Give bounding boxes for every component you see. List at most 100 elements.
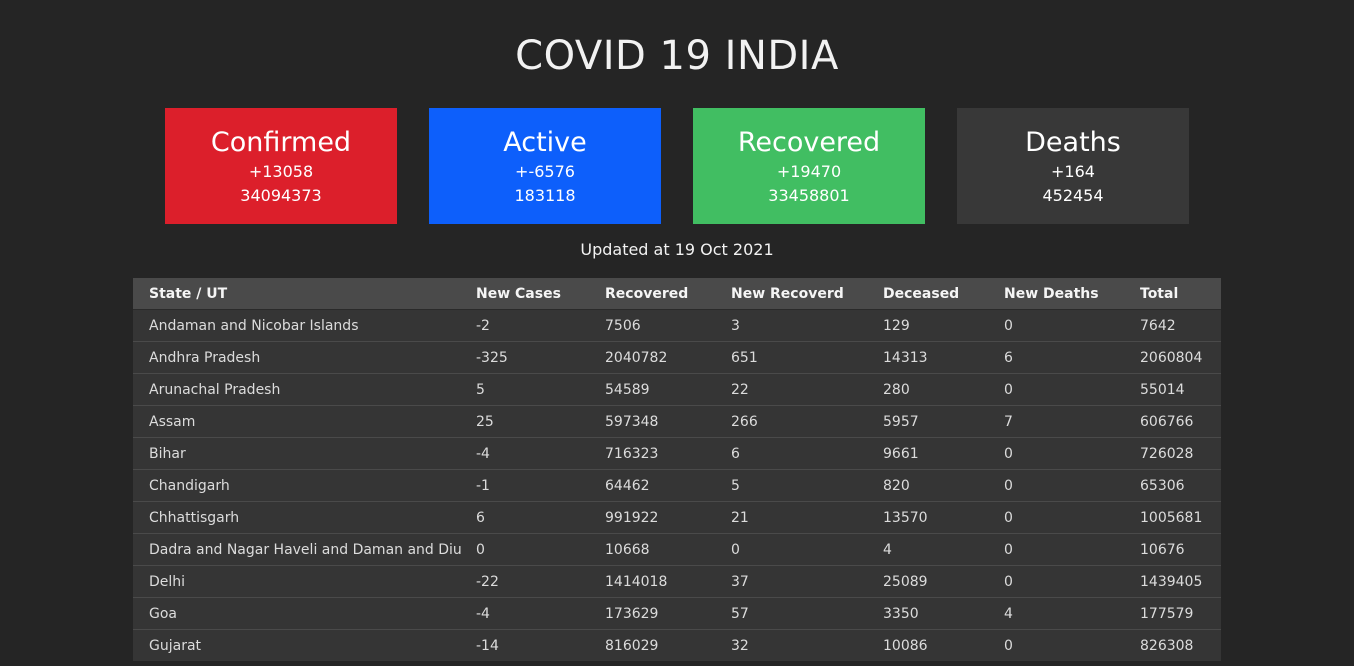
updated-timestamp: Updated at 19 Oct 2021 [580,240,774,259]
cell-state-name: Assam [133,405,476,438]
cell-recovered: 64462 [605,469,731,502]
column-header-deceased[interactable]: Deceased [883,278,1004,310]
cell-recovered: 991922 [605,501,731,534]
table-row: Delhi -22 1414018 37 25089 0 1439405 [133,565,1221,598]
confirmed-delta: +13058 [248,162,314,181]
cell-new-deaths: 0 [1004,533,1140,566]
recovered-total: 33458801 [768,186,850,205]
cell-state-name: Gujarat [133,629,476,661]
cell-new-recovered: 266 [731,405,883,438]
cell-new-recovered: 22 [731,373,883,406]
table-row: Andaman and Nicobar Islands -2 7506 3 129 0 76… [133,309,1221,342]
cell-new-deaths: 0 [1004,373,1140,406]
confirmed-total: 34094373 [240,186,322,205]
cell-total: 7642 [1140,309,1221,342]
active-title: Active [503,127,587,158]
table-row: Gujarat -14 816029 32 10086 0 826308 [133,629,1221,661]
cell-new-cases: -1 [476,469,605,502]
table-row: Andhra Pradesh -325 2040782 651 14313 6 206080… [133,341,1221,374]
cell-deceased: 14313 [883,341,1004,374]
cell-total: 177579 [1140,597,1221,630]
column-header-new-cases[interactable]: New Cases [476,278,605,310]
cell-deceased: 10086 [883,629,1004,661]
cell-new-recovered: 0 [731,533,883,566]
cell-new-deaths: 7 [1004,405,1140,438]
column-header-total[interactable]: Total [1140,278,1221,310]
cell-recovered: 2040782 [605,341,731,374]
column-header-new-recovered[interactable]: New Recoverd [731,278,883,310]
cell-state-name: Andaman and Nicobar Islands [133,309,476,342]
cell-deceased: 5957 [883,405,1004,438]
cell-new-deaths: 0 [1004,565,1140,598]
cell-total: 55014 [1140,373,1221,406]
cell-new-recovered: 21 [731,501,883,534]
cell-deceased: 280 [883,373,1004,406]
states-table: State / UT New Cases Recovered New Recov… [133,278,1221,661]
table-header-row: State / UT New Cases Recovered New Recov… [133,278,1221,310]
cell-new-deaths: 6 [1004,341,1140,374]
cell-total: 726028 [1140,437,1221,470]
cell-new-recovered: 57 [731,597,883,630]
cell-new-deaths: 0 [1004,469,1140,502]
cell-new-recovered: 32 [731,629,883,661]
deaths-total: 452454 [1042,186,1104,205]
cell-recovered: 173629 [605,597,731,630]
active-total: 183118 [514,186,576,205]
cell-recovered: 597348 [605,405,731,438]
deaths-delta: +164 [1051,162,1095,181]
cell-state-name: Dadra and Nagar Haveli and Daman and Diu [133,533,476,566]
deaths-title: Deaths [1025,127,1121,158]
cell-new-cases: -4 [476,597,605,630]
cell-recovered: 10668 [605,533,731,566]
cell-new-deaths: 4 [1004,597,1140,630]
active-card: Active +-6576 183118 [429,108,661,224]
cell-new-deaths: 0 [1004,629,1140,661]
cell-state-name: Chandigarh [133,469,476,502]
cell-recovered: 7506 [605,309,731,342]
cell-total: 10676 [1140,533,1221,566]
cell-new-deaths: 0 [1004,309,1140,342]
confirmed-title: Confirmed [210,127,352,158]
cell-state-name: Chhattisgarh [133,501,476,534]
cell-new-cases: -22 [476,565,605,598]
cell-total: 2060804 [1140,341,1221,374]
column-header-recovered[interactable]: Recovered [605,278,731,310]
table-row: Assam 25 597348 266 5957 7 606766 [133,405,1221,438]
table-row: Dadra and Nagar Haveli and Daman and Diu… [133,533,1221,566]
cell-new-cases: 25 [476,405,605,438]
table-row: Bihar -4 716323 6 9661 0 726028 [133,437,1221,470]
cell-new-cases: -2 [476,309,605,342]
table-row: Chandigarh -1 64462 5 820 0 65306 [133,469,1221,502]
recovered-card: Recovered +19470 33458801 [693,108,925,224]
cell-deceased: 820 [883,469,1004,502]
recovered-delta: +19470 [776,162,842,181]
table-row: Goa -4 173629 57 3350 4 177579 [133,597,1221,630]
cell-new-cases: 5 [476,373,605,406]
cell-deceased: 4 [883,533,1004,566]
table-row: Chhattisgarh 6 991922 21 13570 0 1005681 [133,501,1221,534]
cell-state-name: Arunachal Pradesh [133,373,476,406]
cell-state-name: Bihar [133,437,476,470]
cell-new-deaths: 0 [1004,437,1140,470]
cell-total: 1439405 [1140,565,1221,598]
cell-new-recovered: 5 [731,469,883,502]
recovered-title: Recovered [737,127,881,158]
cell-recovered: 1414018 [605,565,731,598]
active-delta: +-6576 [515,162,575,181]
cell-recovered: 816029 [605,629,731,661]
cell-state-name: Delhi [133,565,476,598]
confirmed-card: Confirmed +13058 34094373 [165,108,397,224]
cell-total: 1005681 [1140,501,1221,534]
cell-deceased: 13570 [883,501,1004,534]
column-header-state[interactable]: State / UT [133,278,476,310]
cell-total: 65306 [1140,469,1221,502]
cell-deceased: 9661 [883,437,1004,470]
cell-new-recovered: 651 [731,341,883,374]
cell-new-cases: -325 [476,341,605,374]
cell-new-cases: -4 [476,437,605,470]
cell-state-name: Goa [133,597,476,630]
cell-deceased: 25089 [883,565,1004,598]
column-header-new-deaths[interactable]: New Deaths [1004,278,1140,310]
table-row: Arunachal Pradesh 5 54589 22 280 0 55014 [133,373,1221,406]
cell-new-recovered: 3 [731,309,883,342]
